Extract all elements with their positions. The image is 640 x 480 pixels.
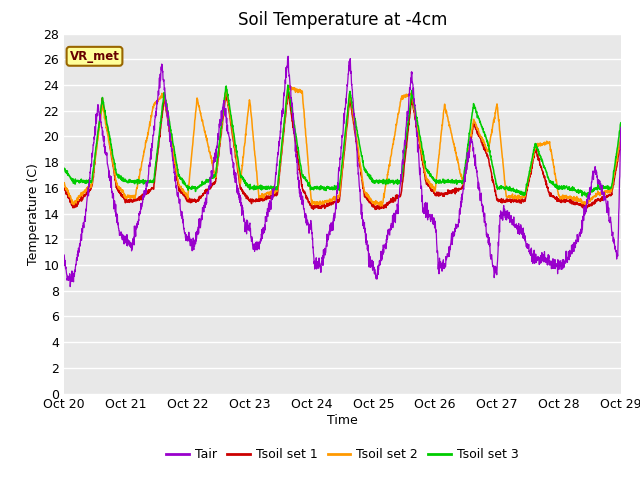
Y-axis label: Temperature (C): Temperature (C) xyxy=(28,163,40,264)
Legend: Tair, Tsoil set 1, Tsoil set 2, Tsoil set 3: Tair, Tsoil set 1, Tsoil set 2, Tsoil se… xyxy=(161,443,524,466)
Text: VR_met: VR_met xyxy=(70,50,120,63)
X-axis label: Time: Time xyxy=(327,414,358,427)
Title: Soil Temperature at -4cm: Soil Temperature at -4cm xyxy=(237,11,447,29)
